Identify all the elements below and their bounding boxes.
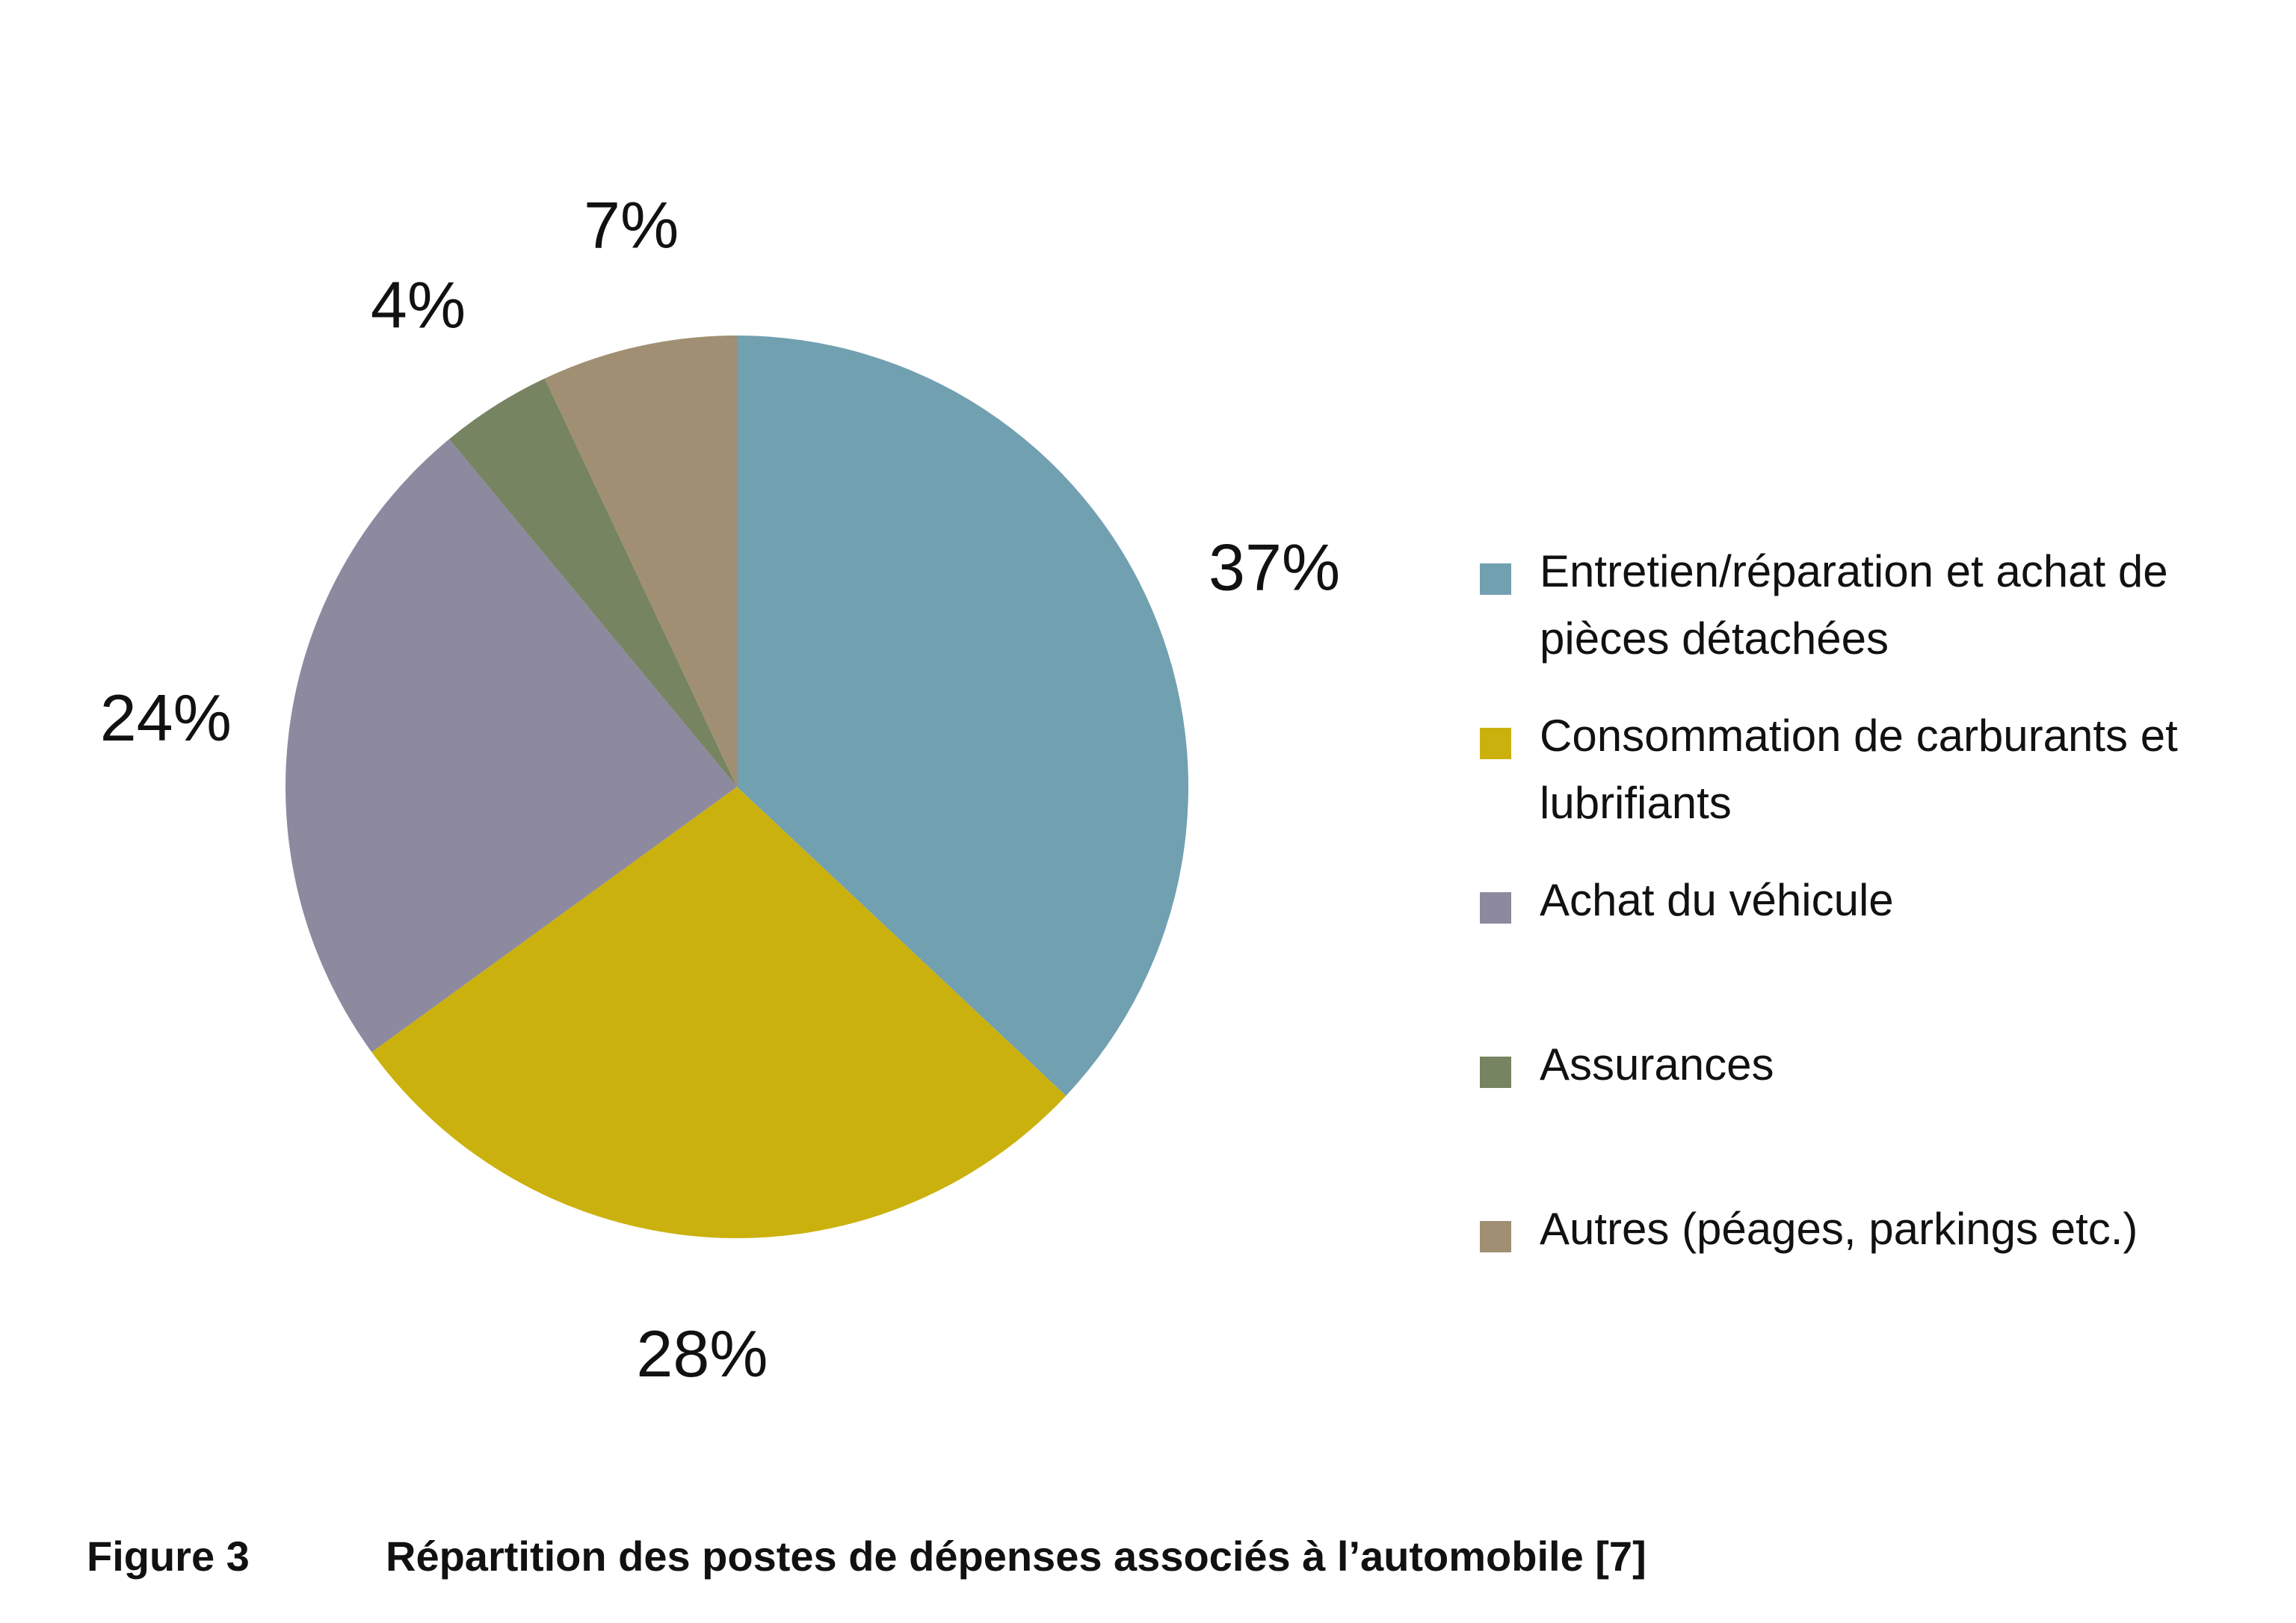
figure-caption: Figure 3 Répartition des postes de dépen… — [87, 1532, 1647, 1580]
legend-swatch-entretien — [1480, 563, 1511, 595]
data-label-assurances: 4% — [371, 268, 466, 342]
data-label-consommation: 28% — [636, 1317, 768, 1391]
legend-item-achat: Achat du véhicule — [1480, 867, 2280, 934]
pie-slice-entretien — [737, 336, 1189, 1096]
chart-legend: Entretien/réparation et achat de pièces … — [1480, 538, 2280, 1263]
data-label-achat: 24% — [100, 681, 232, 755]
legend-swatch-assurances — [1480, 1057, 1511, 1088]
data-label-autres: 7% — [584, 188, 679, 262]
pie-slice-achat — [286, 439, 737, 1053]
legend-label-autres: Autres (péages, parkings etc.) — [1540, 1204, 2138, 1254]
pie-slice-autres — [544, 336, 737, 787]
legend-label-consommation: Consommation de carburants et lubrifiant… — [1540, 711, 2178, 828]
legend-item-consommation: Consommation de carburants et lubrifiant… — [1480, 702, 2280, 837]
legend-swatch-consommation — [1480, 728, 1511, 759]
data-label-entretien: 37% — [1209, 531, 1340, 605]
legend-item-assurances: Assurances — [1480, 1031, 2280, 1098]
legend-swatch-autres — [1480, 1221, 1511, 1252]
figure-label: Figure 3 — [87, 1533, 250, 1580]
legend-item-entretien: Entretien/réparation et achat de pièces … — [1480, 538, 2280, 673]
legend-item-autres: Autres (péages, parkings etc.) — [1480, 1196, 2280, 1263]
figure-title: Répartition des postes de dépenses assoc… — [386, 1533, 1647, 1580]
legend-label-achat: Achat du véhicule — [1540, 875, 1894, 925]
legend-swatch-achat — [1480, 892, 1511, 924]
legend-label-assurances: Assurances — [1540, 1039, 1774, 1089]
pie-slice-consommation — [371, 787, 1067, 1239]
legend-label-entretien: Entretien/réparation et achat de pièces … — [1540, 546, 2168, 664]
pie-slice-assurances — [449, 378, 737, 788]
